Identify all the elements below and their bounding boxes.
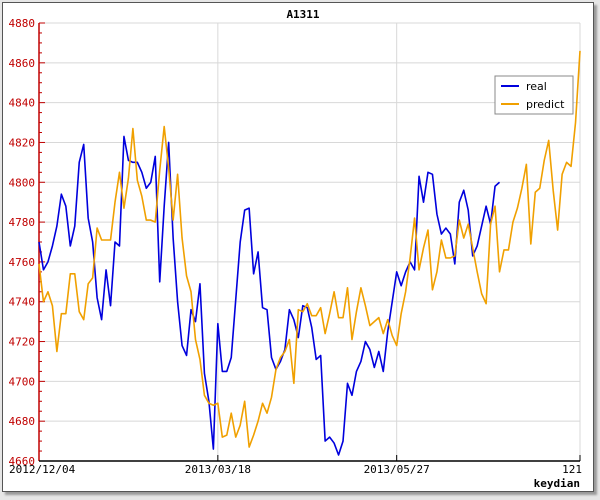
chart-frame: 4660 4680 4700 4720 4740 4760 4780 4800 4820 4840… bbox=[2, 2, 594, 492]
y-tick-label: 4760 bbox=[9, 256, 36, 269]
y-tick-label: 4840 bbox=[9, 97, 36, 110]
x-tick-label: 2013/05/27 bbox=[364, 463, 430, 476]
y-tick-label: 4780 bbox=[9, 216, 36, 229]
x-tick-label: 2012/12/04 bbox=[9, 463, 76, 476]
series-lines bbox=[38, 50, 581, 456]
y-tick-label: 4820 bbox=[9, 136, 36, 149]
y-tick-label: 4740 bbox=[9, 296, 36, 309]
chart-title: A1311 bbox=[286, 8, 319, 21]
y-tick-label: 4700 bbox=[9, 375, 36, 388]
x-axis-label: keydian bbox=[534, 477, 580, 490]
axes: 4660 4680 4700 4720 4740 4760 4780 4800 4820 4840… bbox=[9, 17, 583, 476]
legend-label-predict: predict bbox=[526, 98, 565, 111]
x-tick-label: 2013/03/18 bbox=[185, 463, 251, 476]
legend: real predict bbox=[494, 75, 574, 115]
y-tick-label: 4860 bbox=[9, 57, 36, 70]
y-tick-label: 4800 bbox=[9, 176, 36, 189]
y-tick-label: 4720 bbox=[9, 336, 36, 349]
line-chart: 4660 4680 4700 4720 4740 4760 4780 4800 4820 4840… bbox=[9, 8, 583, 490]
legend-label-real: real bbox=[526, 80, 547, 93]
y-tick-label: 4660 bbox=[9, 455, 36, 468]
y-tick-label: 4680 bbox=[9, 415, 36, 428]
x-tick-label: 121 bbox=[562, 463, 582, 476]
series-line-predict bbox=[38, 50, 581, 448]
legend-box bbox=[494, 75, 574, 115]
y-tick-label: 4880 bbox=[9, 17, 36, 30]
series-line-real bbox=[38, 135, 501, 456]
